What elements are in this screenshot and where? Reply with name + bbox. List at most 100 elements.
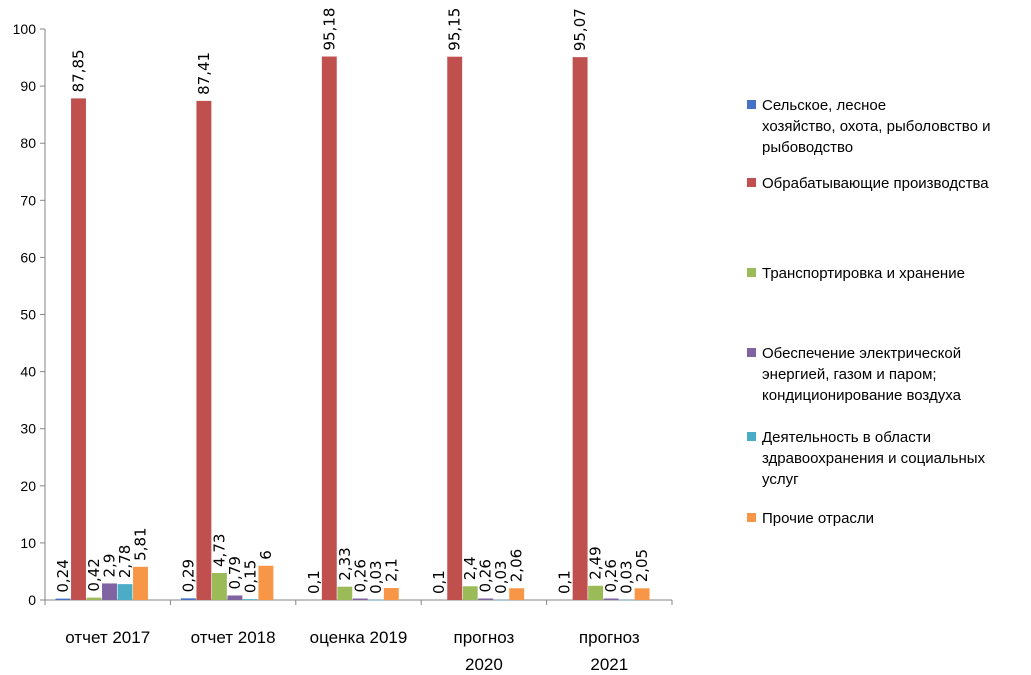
bar xyxy=(493,599,509,601)
data-label: 0,03 xyxy=(492,560,510,593)
y-tick-label: 70 xyxy=(20,192,36,208)
y-tick-label: 40 xyxy=(20,364,36,380)
data-label: 2,33 xyxy=(336,547,354,580)
data-label: 2,9 xyxy=(101,554,119,578)
y-axis: 0 10 20 30 40 50 60 70 80 90 100 xyxy=(13,21,46,608)
data-label: 0,24 xyxy=(54,559,72,592)
data-label: 2,1 xyxy=(382,558,400,582)
bar xyxy=(242,599,258,600)
data-label: 0,79 xyxy=(226,556,244,589)
legend-label-line: Прочие отрасли xyxy=(762,510,875,527)
legend-label-line: рыбоводство xyxy=(762,139,854,156)
legend-item: Прочие отрасли xyxy=(747,508,1030,529)
data-label: 95,07 xyxy=(571,8,589,51)
bar xyxy=(71,98,86,601)
legend: Сельское, лесное хозяйство, охота, рыболо… xyxy=(747,95,1031,535)
x-category-label: оценка 2019 xyxy=(310,628,408,647)
legend-item: Обеспечение электрической энергией, газом… xyxy=(747,343,1030,406)
bar xyxy=(572,57,588,601)
legend-label: Транспортировка и хранение xyxy=(762,263,1030,284)
legend-item: Сельское, лесное хозяйство, охота, рыболо… xyxy=(747,95,1030,158)
legend-label-line: Сельское, лесное xyxy=(762,97,887,114)
data-label: 95,15 xyxy=(446,8,464,51)
legend-label: Деятельность в области здравоохранения и … xyxy=(762,427,1030,490)
legend-swatch xyxy=(747,513,756,522)
bar xyxy=(368,599,384,601)
x-category-label: прогноз xyxy=(454,628,515,647)
bar xyxy=(603,598,619,600)
bar xyxy=(462,586,478,600)
bar xyxy=(352,598,368,600)
data-labels: 0,24 87,85 0,422,92,785,81 0,29 87,41 4,730,7… xyxy=(54,8,651,594)
legend-swatch xyxy=(747,100,756,109)
data-label: 87,41 xyxy=(195,52,213,95)
x-category-label: отчет 2017 xyxy=(65,628,150,647)
data-label: 0,42 xyxy=(85,558,103,591)
legend-label-line: здравоохранения и социальных xyxy=(762,450,986,467)
bar xyxy=(447,56,463,601)
bar xyxy=(133,566,148,600)
y-tick-label: 20 xyxy=(20,478,36,494)
y-tick-label: 50 xyxy=(20,307,36,323)
data-label: 0,1 xyxy=(556,570,574,594)
legend-item: Обрабатывающие производства xyxy=(747,173,1030,194)
legend-label-line: услуг xyxy=(762,471,799,488)
y-tick-label: 0 xyxy=(28,592,36,608)
bar xyxy=(180,598,196,600)
bar xyxy=(634,588,650,600)
bar xyxy=(478,598,494,600)
legend-item: Транспортировка и хранение xyxy=(747,263,1030,284)
bar xyxy=(321,56,337,600)
data-label: 2,49 xyxy=(587,546,605,579)
x-category-label: отчет 2018 xyxy=(191,628,276,647)
data-label: 0,03 xyxy=(618,560,636,593)
bar xyxy=(258,565,274,600)
bar xyxy=(337,586,353,600)
data-label: 0,15 xyxy=(241,560,259,593)
bar xyxy=(86,597,102,600)
data-label: 2,4 xyxy=(461,556,479,580)
x-category-label: 2021 xyxy=(590,655,628,674)
data-label: 5,81 xyxy=(132,527,150,560)
legend-label: Обеспечение электрической энергией, газом… xyxy=(762,343,1030,406)
y-tick-label: 30 xyxy=(20,421,36,437)
legend-swatch xyxy=(747,268,756,277)
y-tick-label: 10 xyxy=(20,535,36,551)
data-label: 0,1 xyxy=(305,570,323,594)
bar xyxy=(619,599,635,601)
legend-swatch xyxy=(747,432,756,441)
legend-label-line: Транспортировка и хранение xyxy=(762,265,965,282)
y-tick-label: 90 xyxy=(20,78,36,94)
bar xyxy=(55,598,71,600)
legend-label-line: Обрабатывающие производства xyxy=(762,175,989,192)
data-label: 6 xyxy=(257,550,275,560)
bar xyxy=(117,584,133,600)
legend-label-line: Деятельность в области xyxy=(762,429,931,446)
data-label: 0,03 xyxy=(367,560,385,593)
bar xyxy=(383,588,399,600)
x-category-label: 2020 xyxy=(465,655,503,674)
legend-label: Сельское, лесное хозяйство, охота, рыболо… xyxy=(762,95,1030,158)
bar xyxy=(211,572,227,600)
data-label: 0,26 xyxy=(602,559,620,592)
data-label: 87,85 xyxy=(70,49,88,92)
data-label: 0,26 xyxy=(477,559,495,592)
data-label: 2,78 xyxy=(116,545,134,578)
y-tick-label: 100 xyxy=(13,21,37,37)
bar xyxy=(196,100,212,600)
legend-label-line: Обеспечение электрической xyxy=(762,345,962,362)
legend-swatch xyxy=(747,348,756,357)
bars xyxy=(55,56,650,601)
bar xyxy=(588,585,604,600)
data-label: 4,73 xyxy=(210,534,228,567)
bar xyxy=(227,595,243,600)
legend-label-line: энергией, газом и паром; xyxy=(762,366,937,383)
x-category-label: прогноз xyxy=(579,628,640,647)
legend-item: Деятельность в области здравоохранения и … xyxy=(747,427,1030,490)
legend-label-line: хозяйство, охота, рыболовство и xyxy=(762,118,991,135)
data-label: 95,18 xyxy=(320,8,338,51)
legend-label: Обрабатывающие производства xyxy=(762,173,1030,194)
data-label: 0,26 xyxy=(351,559,369,592)
bar xyxy=(102,583,117,600)
